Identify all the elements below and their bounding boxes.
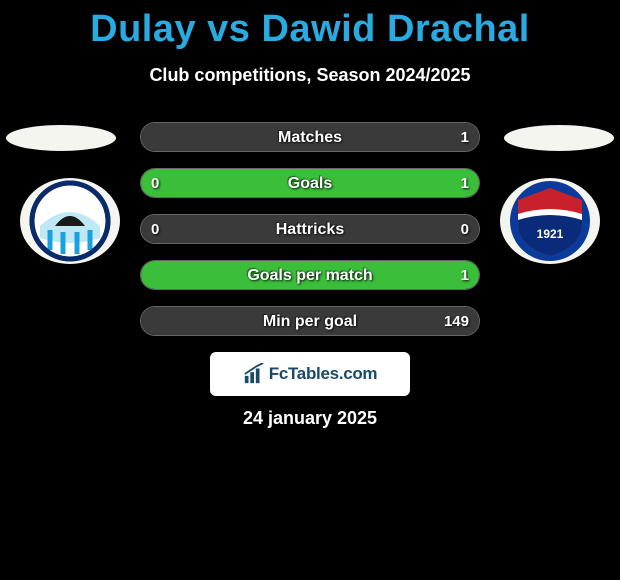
subtitle: Club competitions, Season 2024/2025 <box>0 65 620 86</box>
stat-row-hattricks: 0 Hattricks 0 <box>140 214 480 244</box>
stat-label: Goals per match <box>141 261 479 290</box>
stat-value-left: 0 <box>151 215 159 244</box>
stat-value-right: 1 <box>461 169 469 198</box>
stat-value-left: 0 <box>151 169 159 198</box>
stat-value-right: 0 <box>461 215 469 244</box>
stat-label: Min per goal <box>141 307 479 336</box>
stat-row-gpm: Goals per match 1 <box>140 260 480 290</box>
stat-value-right: 149 <box>444 307 469 336</box>
stat-value-right: 1 <box>461 123 469 152</box>
player-photo-left <box>6 125 116 151</box>
stat-row-goals: 0 Goals 1 <box>140 168 480 198</box>
brand-box: FcTables.com <box>210 352 410 396</box>
club-badge-left <box>20 178 120 264</box>
svg-text:1921: 1921 <box>537 227 564 241</box>
date-label: 24 january 2025 <box>0 408 620 429</box>
stats-panel: Matches 1 0 Goals 1 0 Hattricks 0 Goals … <box>140 122 480 352</box>
stat-value-right: 1 <box>461 261 469 290</box>
club-badge-right: 1921 <box>500 178 600 264</box>
stat-label: Matches <box>141 123 479 152</box>
player-photo-right <box>504 125 614 151</box>
stat-label: Hattricks <box>141 215 479 244</box>
stat-row-matches: Matches 1 <box>140 122 480 152</box>
brand-text: FcTables.com <box>269 364 378 384</box>
page-title: Dulay vs Dawid Drachal <box>0 0 620 51</box>
bars-icon <box>243 363 265 385</box>
stat-label: Goals <box>141 169 479 198</box>
stat-row-mpg: Min per goal 149 <box>140 306 480 336</box>
